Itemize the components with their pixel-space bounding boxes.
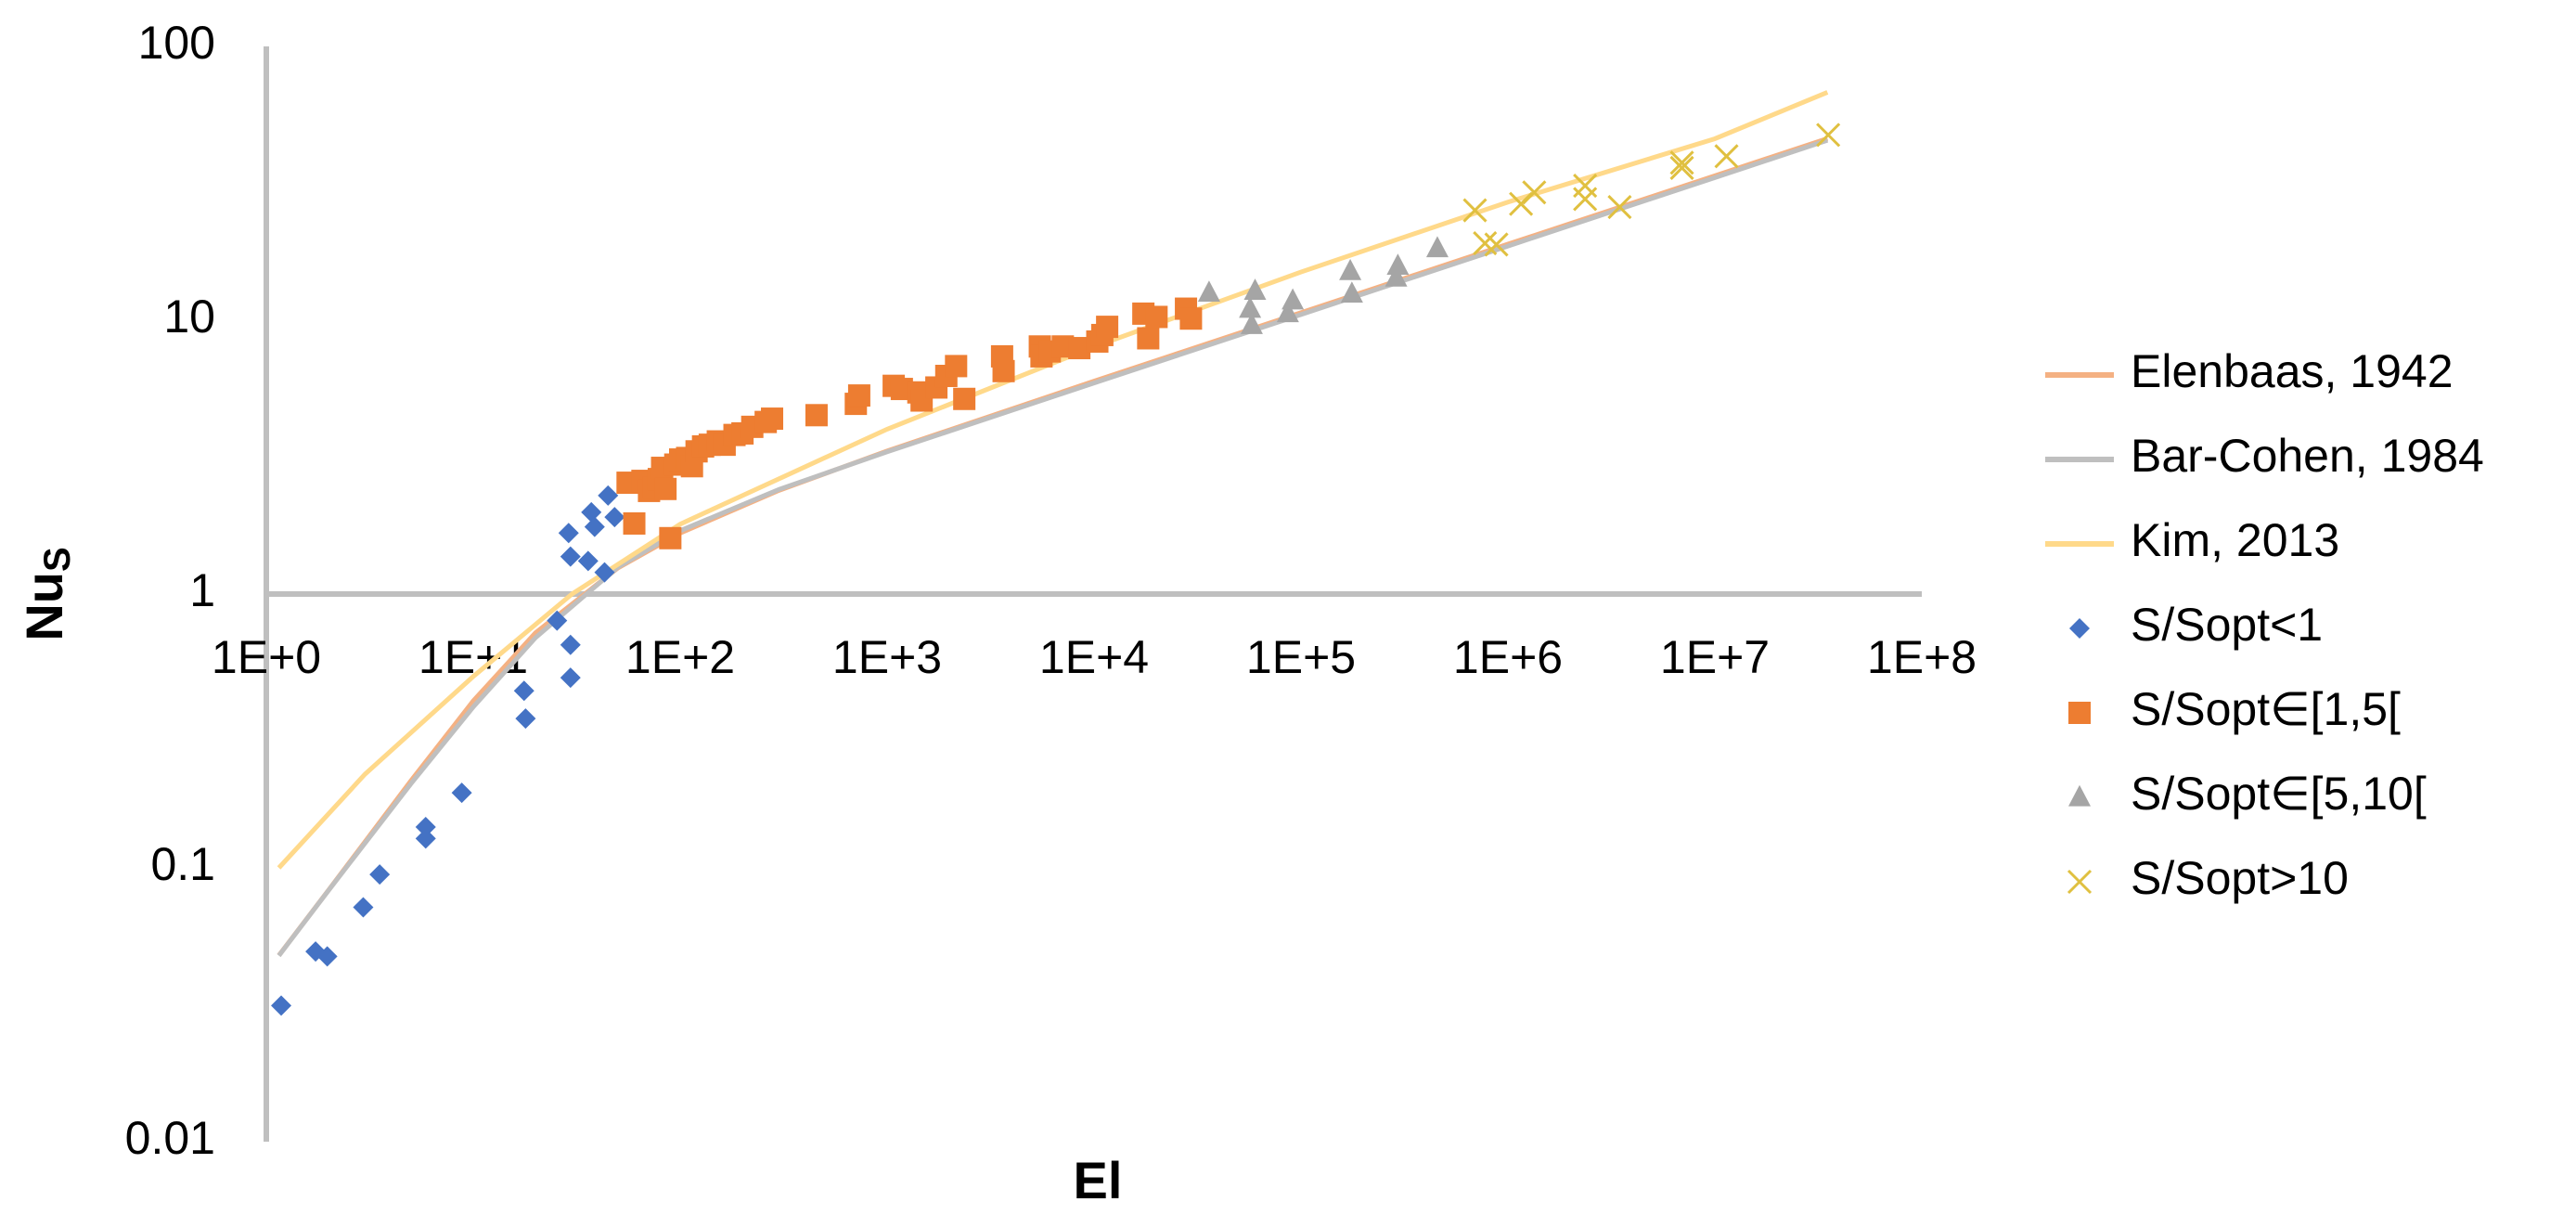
- x-marker: [1473, 231, 1498, 256]
- diamond-marker: [594, 562, 615, 583]
- x-tick-label: 1E+5: [1246, 631, 1356, 683]
- diamond-marker: [271, 995, 292, 1016]
- square-marker: [953, 387, 976, 410]
- x-tick-label: 1E+4: [1039, 631, 1149, 683]
- triangle-marker: [2068, 784, 2091, 807]
- x-marker: [1484, 232, 1509, 257]
- square-marker: [992, 359, 1015, 382]
- triangle-marker: [1385, 265, 1408, 287]
- square-marker: [945, 355, 968, 378]
- square-marker: [805, 404, 828, 427]
- curve: [277, 90, 1829, 870]
- x-tick-label: 1E+0: [212, 631, 321, 683]
- diamond-marker: [515, 708, 536, 730]
- x-marker: [1816, 123, 1841, 148]
- triangle-marker: [1276, 301, 1299, 323]
- x-marker: [2067, 869, 2093, 895]
- legend-label: Kim, 2013: [2131, 514, 2339, 566]
- legend-label: S/Sopt∈[1,5[: [2131, 683, 2401, 735]
- square-marker: [654, 477, 677, 500]
- curve: [277, 137, 1829, 958]
- diamond-marker: [560, 634, 581, 655]
- x-tick-label: 1E+7: [1660, 631, 1770, 683]
- diamond-marker: [353, 897, 374, 918]
- square-marker: [2068, 702, 2091, 724]
- square-marker: [1096, 316, 1119, 339]
- x-marker: [1573, 173, 1598, 199]
- x-tick-label: 1E+2: [625, 631, 735, 683]
- x-tick-label: 1E+6: [1453, 631, 1563, 683]
- triangle-marker: [1339, 259, 1362, 280]
- diamond-marker: [560, 667, 581, 689]
- y-tick-label: 1: [189, 564, 215, 616]
- x-marker: [1607, 195, 1632, 220]
- diamond-marker: [415, 828, 436, 849]
- legend-label: S/Sopt>10: [2131, 852, 2349, 904]
- diamond-marker: [598, 485, 619, 506]
- y-tick-label: 0.01: [125, 1112, 215, 1164]
- diamond-marker: [451, 782, 472, 804]
- triangle-marker: [1239, 296, 1262, 318]
- square-marker: [1179, 307, 1203, 330]
- y-axis-title-main: Nu: [15, 572, 73, 641]
- x-axis-title: El: [1074, 1151, 1123, 1209]
- square-marker: [1145, 305, 1168, 329]
- curve: [277, 136, 1829, 957]
- x-marker: [1669, 155, 1694, 180]
- y-tick-label: 10: [163, 291, 215, 343]
- diamond-marker: [415, 816, 436, 837]
- triangle-marker: [1386, 253, 1410, 275]
- x-tick-label: 1E+3: [832, 631, 942, 683]
- y-tick-label: 0.1: [150, 838, 215, 890]
- diamond-marker: [2069, 618, 2090, 639]
- square-marker: [761, 407, 784, 431]
- square-marker: [623, 511, 646, 535]
- triangle-marker: [1243, 278, 1267, 300]
- y-axis-title-sub: S: [37, 547, 78, 572]
- square-marker: [847, 384, 870, 407]
- x-marker: [1462, 198, 1488, 223]
- diamond-marker: [547, 610, 568, 631]
- y-axis-title: NuS: [15, 547, 78, 640]
- y-tick-label: 100: [138, 17, 215, 69]
- triangle-marker: [1197, 280, 1220, 302]
- x-marker: [1714, 144, 1739, 169]
- diamond-marker: [558, 523, 579, 544]
- diamond-marker: [316, 946, 338, 967]
- triangle-marker: [1340, 281, 1363, 304]
- x-marker: [1573, 187, 1598, 212]
- triangle-marker: [1282, 288, 1305, 310]
- legend-label: Elenbaas, 1942: [2131, 345, 2454, 397]
- x-tick-label: 1E+8: [1867, 631, 1977, 683]
- triangle-marker: [1425, 236, 1449, 258]
- diamond-marker: [581, 501, 602, 523]
- legend-label: S/Sopt<1: [2131, 599, 2323, 651]
- x-marker: [1669, 150, 1694, 175]
- diamond-marker: [577, 550, 599, 572]
- legend-label: Bar-Cohen, 1984: [2131, 430, 2484, 482]
- triangle-marker: [1240, 313, 1263, 334]
- diamond-marker: [369, 864, 391, 885]
- square-marker: [659, 526, 682, 549]
- diamond-marker: [513, 680, 535, 702]
- square-marker: [1137, 327, 1160, 350]
- legend-label: S/Sopt∈[5,10[: [2131, 768, 2427, 820]
- x-marker: [1522, 180, 1547, 205]
- diamond-marker: [604, 507, 625, 528]
- diamond-marker: [560, 546, 581, 567]
- diamond-marker: [584, 516, 605, 537]
